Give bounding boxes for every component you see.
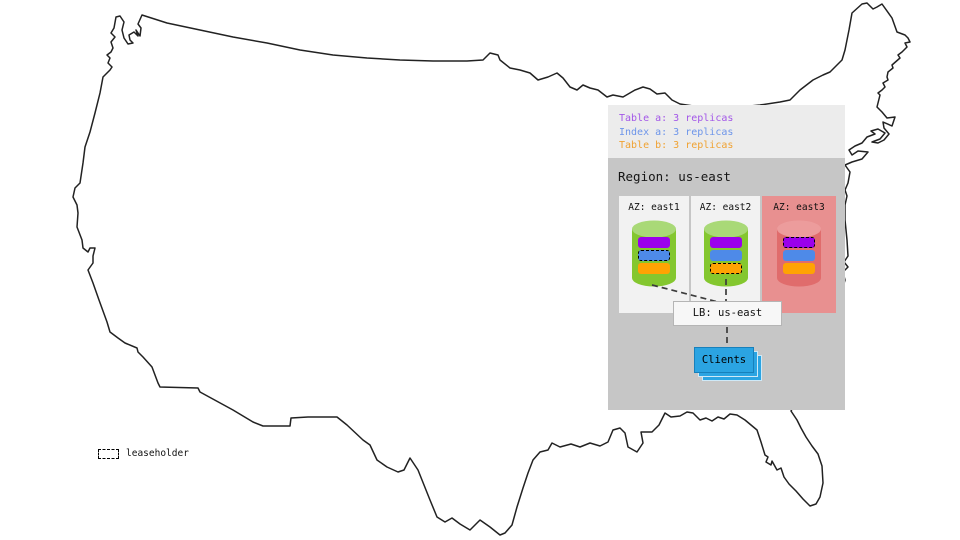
az-east1-label: AZ: east1 xyxy=(628,202,680,213)
us-map-outline xyxy=(72,2,911,536)
replica-bar-table-a-leaseholder xyxy=(783,237,815,248)
replica-bars-east3 xyxy=(782,237,816,276)
load-balancer-box: LB: us-east xyxy=(673,301,782,326)
leaseholder-legend-label: leaseholder xyxy=(126,448,189,459)
replica-bar-index-a xyxy=(709,250,742,261)
replica-bars-east1 xyxy=(637,237,671,276)
replica-bars-east2 xyxy=(709,237,743,276)
replica-bar-table-a xyxy=(709,237,742,248)
replica-bar-table-b-leaseholder xyxy=(709,263,742,274)
az-east2-panel: AZ: east2 xyxy=(691,196,760,313)
az-east1-panel: AZ: east1 xyxy=(619,196,689,313)
az-east2-label: AZ: east2 xyxy=(699,202,752,213)
legend-table-a: Table a: 3 replicas xyxy=(619,113,734,124)
replica-bar-index-a xyxy=(783,250,815,261)
clients-stack: Clients xyxy=(694,347,762,381)
replica-bar-table-b xyxy=(638,263,670,274)
legend-table-b: Table b: 3 replicas xyxy=(619,140,734,151)
clients-box: Clients xyxy=(694,347,754,373)
replica-bar-table-a xyxy=(638,237,670,248)
region-title: Region: us-east xyxy=(618,169,731,184)
replica-bar-index-a-leaseholder xyxy=(638,250,670,261)
az-east3-panel: AZ: east3 xyxy=(762,196,836,313)
legend-index-a: Index a: 3 replicas xyxy=(619,126,734,138)
replica-bar-table-b xyxy=(783,263,815,274)
az-east3-label: AZ: east3 xyxy=(773,202,825,213)
leaseholder-legend: leaseholder xyxy=(98,448,189,459)
replica-legend-panel: Table a: 3 replicas Index a: 3 replicas … xyxy=(608,105,845,158)
leaseholder-swatch-icon xyxy=(98,448,119,459)
